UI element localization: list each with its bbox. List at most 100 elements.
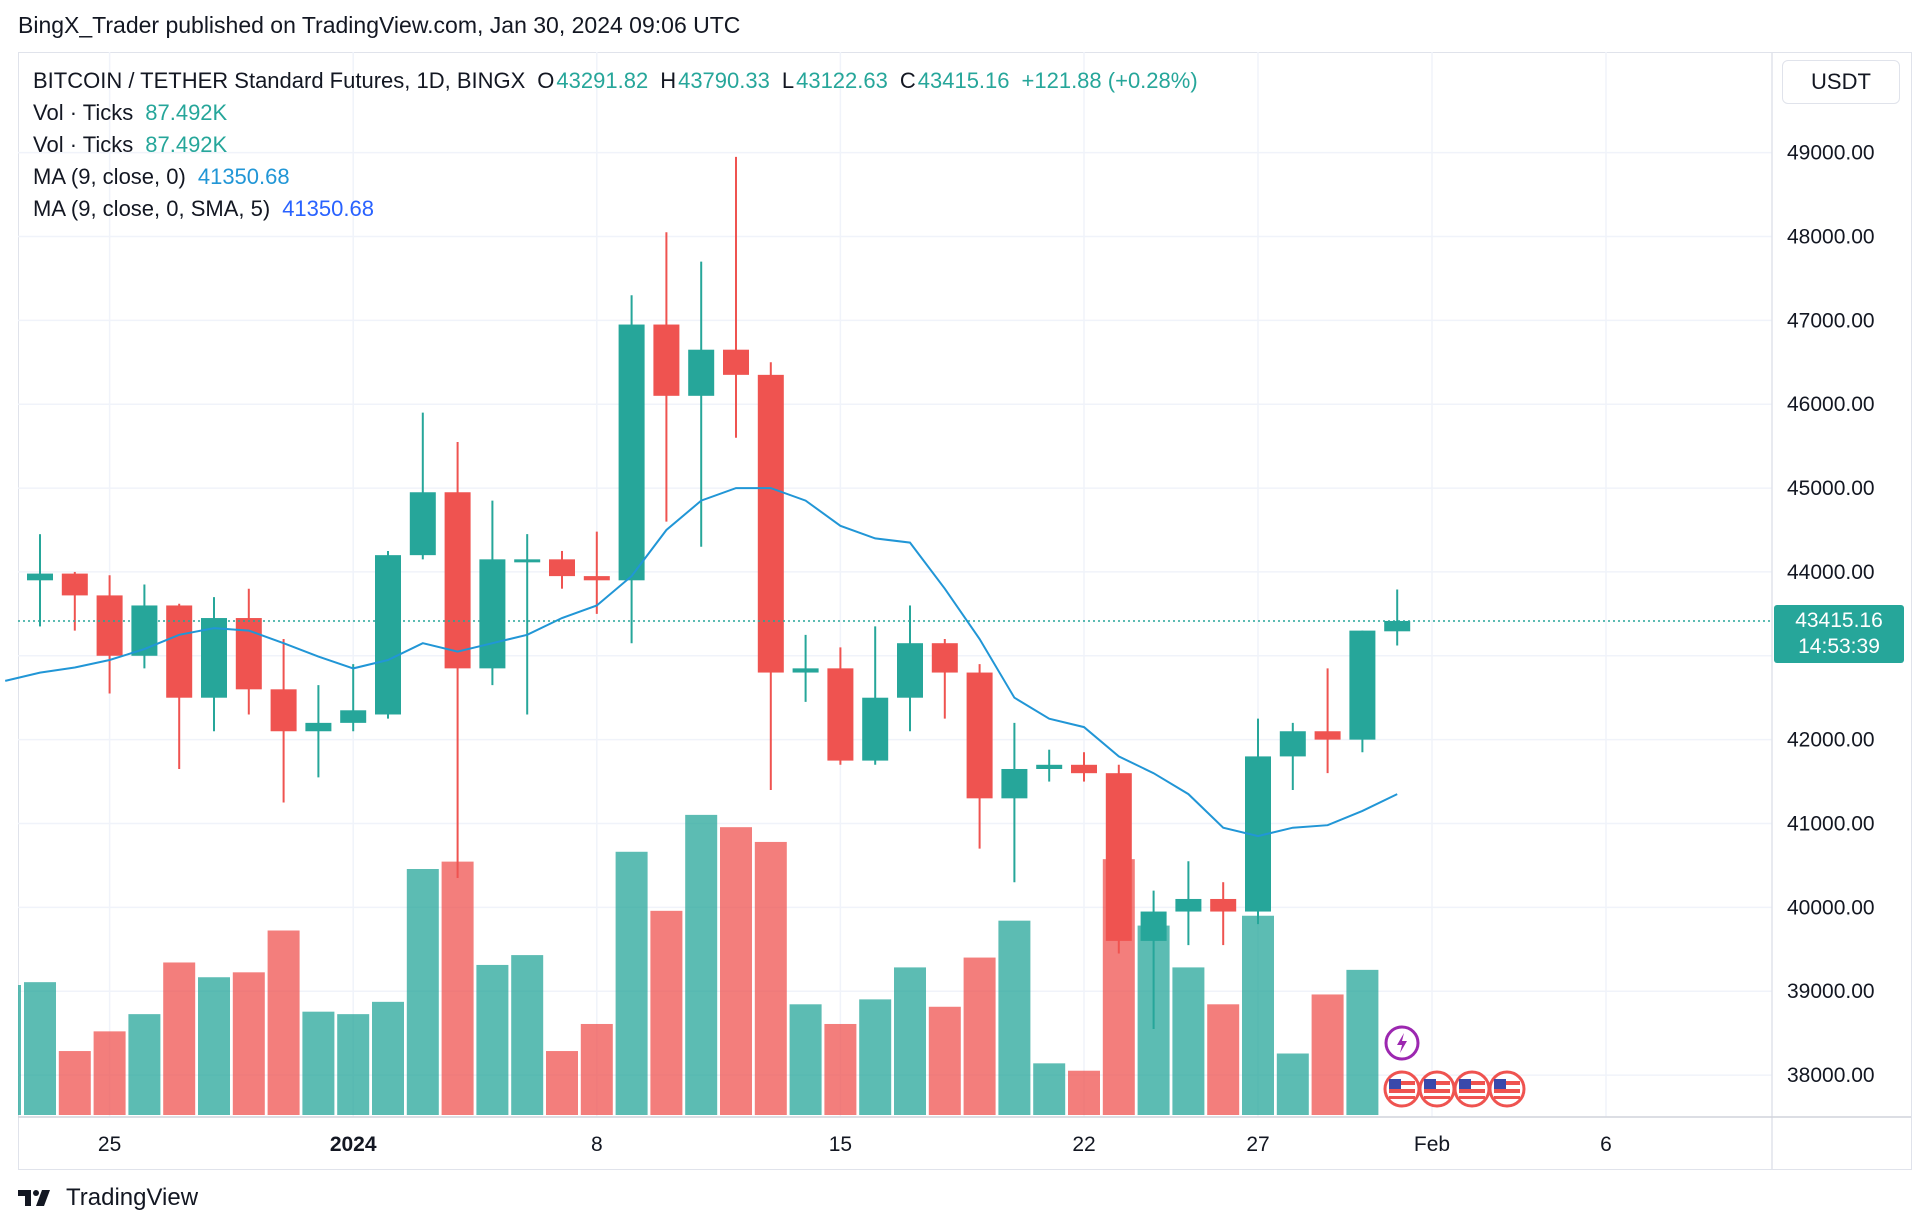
legend-volume-row-2[interactable]: Vol · Ticks 87.492K bbox=[33, 129, 1198, 161]
volume-bar bbox=[1346, 969, 1379, 1115]
legend-ma-value: 41350.68 bbox=[197, 164, 290, 189]
volume-bar bbox=[1033, 1063, 1066, 1115]
y-tick-label: 47000.00 bbox=[1787, 309, 1875, 332]
candle bbox=[375, 550, 401, 719]
volume-bar bbox=[1207, 1004, 1240, 1115]
us-flag-event-icon[interactable] bbox=[1453, 1070, 1491, 1108]
y-tick-label: 48000.00 bbox=[1787, 225, 1875, 248]
volume-bar bbox=[1311, 994, 1344, 1115]
y-tick-label: 49000.00 bbox=[1787, 142, 1875, 165]
y-tick-label: 46000.00 bbox=[1787, 393, 1875, 416]
legend-ma-label: MA (9, close, 0, SMA, 5) bbox=[33, 196, 271, 221]
chart-legend: BITCOIN / TETHER Standard Futures, 1D, B… bbox=[33, 65, 1198, 225]
y-tick-label: 44000.00 bbox=[1787, 561, 1875, 584]
tradingview-logo-icon bbox=[18, 1190, 50, 1206]
candle-body bbox=[792, 668, 819, 673]
candle-body bbox=[688, 349, 715, 396]
candle-body bbox=[340, 710, 367, 723]
candle-body bbox=[27, 573, 53, 581]
candle bbox=[27, 534, 53, 627]
candle-body bbox=[1210, 898, 1237, 912]
volume-bar bbox=[406, 869, 439, 1115]
candle-body bbox=[862, 697, 889, 761]
last-price-badge: 43415.16 14:53:39 bbox=[1774, 604, 1904, 663]
volume-bar bbox=[754, 841, 787, 1115]
volume-bar bbox=[685, 814, 718, 1115]
y-tick-label: 45000.00 bbox=[1787, 477, 1875, 500]
volume-bar bbox=[58, 1051, 91, 1115]
volume-bar bbox=[894, 967, 926, 1115]
volume-bar bbox=[232, 972, 265, 1115]
chart-frame bbox=[18, 52, 1912, 1170]
candle-body bbox=[1001, 768, 1028, 799]
y-tick-label: 42000.00 bbox=[1787, 729, 1875, 752]
volume-bar bbox=[337, 1014, 370, 1115]
x-tick-label: 27 bbox=[1246, 1133, 1269, 1156]
volume-bar bbox=[998, 920, 1031, 1115]
candle bbox=[1071, 752, 1097, 782]
ma-layer bbox=[4, 487, 1398, 838]
candle-body bbox=[1349, 630, 1376, 740]
candle-body bbox=[305, 722, 332, 732]
ma-line bbox=[4, 487, 1398, 838]
candle bbox=[653, 232, 680, 522]
candle bbox=[1175, 861, 1202, 946]
legend-ma-row-2[interactable]: MA (9, close, 0, SMA, 5) 41350.68 bbox=[33, 193, 1198, 225]
axis-layer: 49000.00 48000.00 47000.00 46000.00 45000.00… bbox=[18, 52, 1911, 1169]
legend-volume-row-1[interactable]: Vol · Ticks 87.492K bbox=[33, 97, 1198, 129]
candle-body bbox=[723, 349, 749, 375]
candle bbox=[583, 531, 610, 614]
candle bbox=[514, 534, 541, 715]
legend-vol-value: 87.492K bbox=[145, 132, 228, 157]
candle bbox=[931, 639, 958, 719]
legend-symbol[interactable]: BITCOIN / TETHER Standard Futures, 1D, B… bbox=[33, 68, 526, 93]
x-tick-label: Feb bbox=[1414, 1133, 1450, 1156]
volume-bar bbox=[650, 910, 683, 1115]
legend-low: L 43122.63 bbox=[781, 68, 888, 93]
candle bbox=[1314, 668, 1341, 774]
volume-bar bbox=[1172, 967, 1205, 1115]
candle bbox=[201, 597, 227, 732]
grid-layer bbox=[18, 52, 1772, 1117]
candle-body bbox=[1279, 731, 1306, 757]
us-flag-event-icon[interactable] bbox=[1418, 1070, 1456, 1108]
candle bbox=[618, 295, 645, 644]
x-tick-label: 25 bbox=[98, 1133, 121, 1156]
volume-bar bbox=[441, 861, 474, 1115]
candle bbox=[1001, 722, 1028, 883]
candle-body bbox=[514, 559, 541, 563]
volume-bar bbox=[24, 982, 56, 1115]
legend-symbol-row[interactable]: BITCOIN / TETHER Standard Futures, 1D, B… bbox=[33, 65, 1198, 97]
candle-body bbox=[827, 668, 854, 761]
legend-ma-row-1[interactable]: MA (9, close, 0) 41350.68 bbox=[33, 161, 1198, 193]
candle bbox=[131, 584, 158, 669]
volume-bar bbox=[302, 1011, 335, 1115]
x-tick-label: 15 bbox=[829, 1133, 852, 1156]
currency-unit-button[interactable]: USDT bbox=[1782, 60, 1900, 104]
legend-high: H 43790.33 bbox=[660, 68, 770, 93]
candle bbox=[1384, 589, 1411, 646]
volume-bar bbox=[580, 1023, 613, 1115]
lightning-event-icon[interactable] bbox=[1384, 1025, 1420, 1061]
candle bbox=[897, 605, 923, 732]
candle-body bbox=[1314, 731, 1341, 740]
volume-bar bbox=[1068, 1070, 1100, 1115]
us-flag-event-icon[interactable] bbox=[1383, 1070, 1421, 1108]
candle-body bbox=[618, 324, 645, 581]
candle-body bbox=[757, 374, 784, 673]
y-tick-label: 40000.00 bbox=[1787, 896, 1875, 919]
us-flag-event-icon[interactable] bbox=[1488, 1070, 1526, 1108]
candle bbox=[444, 441, 471, 879]
tradingview-branding[interactable]: TradingView bbox=[18, 1184, 198, 1212]
candle-body bbox=[1384, 620, 1411, 632]
candle bbox=[1349, 630, 1376, 753]
volume-bar bbox=[928, 1006, 961, 1115]
candle-body bbox=[1175, 898, 1202, 912]
candle bbox=[688, 261, 715, 547]
candle-body bbox=[61, 573, 88, 596]
candle bbox=[1279, 722, 1306, 790]
legend-close: C 43415.16 bbox=[899, 68, 1010, 93]
candle bbox=[479, 500, 506, 686]
candle bbox=[1140, 890, 1167, 1029]
